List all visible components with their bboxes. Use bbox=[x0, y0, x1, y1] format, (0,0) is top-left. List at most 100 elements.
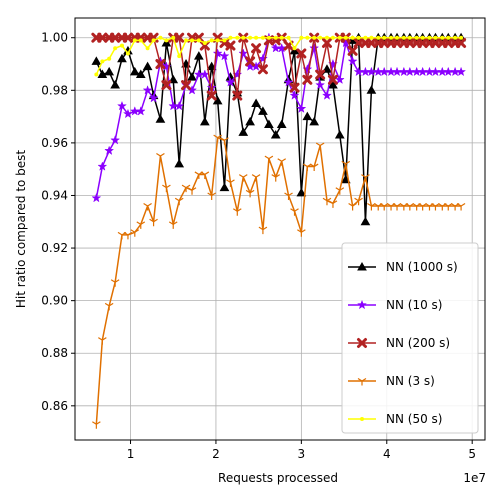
data-point bbox=[177, 54, 182, 59]
legend-item: NN (200 s) bbox=[348, 336, 450, 350]
data-point bbox=[321, 90, 332, 100]
legend-item: NN (3 s) bbox=[348, 374, 435, 388]
data-point bbox=[276, 119, 287, 128]
data-point bbox=[321, 37, 332, 48]
data-point bbox=[283, 77, 294, 87]
data-point bbox=[353, 37, 364, 48]
data-point bbox=[456, 37, 467, 48]
series-layer bbox=[91, 32, 467, 429]
legend-label: NN (3 s) bbox=[386, 374, 435, 388]
data-point bbox=[264, 155, 274, 164]
data-point bbox=[238, 48, 249, 58]
data-point bbox=[104, 66, 115, 76]
data-point bbox=[251, 43, 262, 54]
data-point bbox=[202, 40, 207, 45]
data-point bbox=[215, 38, 220, 43]
data-point bbox=[199, 116, 210, 126]
data-point bbox=[129, 66, 140, 76]
data-point bbox=[97, 161, 108, 171]
data-point bbox=[440, 35, 445, 40]
data-point bbox=[248, 35, 253, 40]
legend-swatch-marker bbox=[357, 261, 367, 271]
data-point bbox=[142, 61, 153, 71]
data-point bbox=[456, 66, 467, 77]
data-point bbox=[156, 153, 165, 161]
data-point bbox=[174, 197, 184, 206]
data-point bbox=[110, 32, 121, 43]
data-point bbox=[232, 90, 243, 101]
data-point bbox=[241, 35, 246, 40]
data-point bbox=[196, 38, 201, 43]
data-point bbox=[258, 226, 268, 235]
series-line bbox=[95, 36, 462, 199]
legend-label: NN (50 s) bbox=[386, 412, 442, 426]
data-point bbox=[119, 43, 124, 48]
data-point bbox=[254, 35, 259, 40]
data-point bbox=[206, 90, 217, 101]
data-point bbox=[322, 197, 332, 206]
data-point bbox=[328, 200, 338, 208]
data-point bbox=[363, 35, 368, 40]
data-point bbox=[161, 37, 172, 47]
data-point bbox=[315, 79, 326, 90]
data-point bbox=[258, 106, 268, 115]
data-point bbox=[168, 221, 178, 229]
data-point bbox=[270, 129, 281, 139]
data-point bbox=[341, 160, 351, 169]
data-point bbox=[335, 187, 345, 195]
data-point bbox=[251, 98, 261, 107]
data-point bbox=[271, 174, 281, 182]
data-point bbox=[125, 51, 130, 56]
data-point bbox=[376, 35, 381, 40]
data-point bbox=[238, 127, 249, 136]
data-point bbox=[181, 184, 191, 193]
data-point bbox=[104, 302, 114, 311]
data-point bbox=[117, 53, 127, 63]
plot-frame bbox=[74, 17, 486, 441]
data-point bbox=[334, 74, 345, 85]
data-point bbox=[366, 37, 377, 48]
data-point bbox=[225, 40, 236, 51]
data-point bbox=[219, 182, 230, 192]
data-point bbox=[213, 134, 222, 143]
data-point bbox=[427, 35, 432, 40]
data-point bbox=[309, 116, 320, 126]
data-point bbox=[330, 35, 335, 40]
y-tick-label: 0.92 bbox=[41, 241, 68, 255]
data-point bbox=[347, 45, 358, 56]
data-point bbox=[343, 35, 348, 40]
data-point bbox=[104, 145, 115, 156]
data-point bbox=[296, 187, 307, 197]
data-point bbox=[251, 174, 261, 182]
data-point bbox=[164, 38, 169, 43]
data-point bbox=[94, 72, 99, 77]
data-point bbox=[401, 35, 406, 40]
data-point bbox=[420, 35, 425, 40]
data-point bbox=[284, 192, 293, 200]
data-point bbox=[209, 38, 214, 43]
x-tick-label: 3 bbox=[298, 447, 306, 461]
data-point bbox=[235, 35, 240, 40]
data-point bbox=[145, 46, 150, 51]
data-point bbox=[296, 48, 307, 59]
data-point bbox=[91, 56, 102, 65]
series-3 bbox=[92, 134, 466, 429]
data-point bbox=[277, 158, 287, 166]
data-point bbox=[289, 82, 300, 93]
data-point bbox=[113, 46, 118, 51]
data-point bbox=[296, 103, 307, 113]
legend-item: NN (1000 s) bbox=[348, 260, 458, 274]
x-tick-label: 1 bbox=[127, 447, 135, 461]
data-point bbox=[453, 35, 458, 40]
series-line bbox=[95, 36, 462, 75]
data-point bbox=[142, 85, 153, 95]
data-point bbox=[315, 69, 326, 80]
data-point bbox=[334, 129, 345, 139]
data-point bbox=[219, 50, 230, 61]
data-point bbox=[337, 35, 342, 40]
data-point bbox=[456, 202, 466, 211]
y-axis-label: Hit ratio compared to best bbox=[14, 150, 28, 309]
data-point bbox=[155, 59, 166, 70]
data-point bbox=[181, 80, 192, 91]
data-point bbox=[155, 114, 166, 123]
